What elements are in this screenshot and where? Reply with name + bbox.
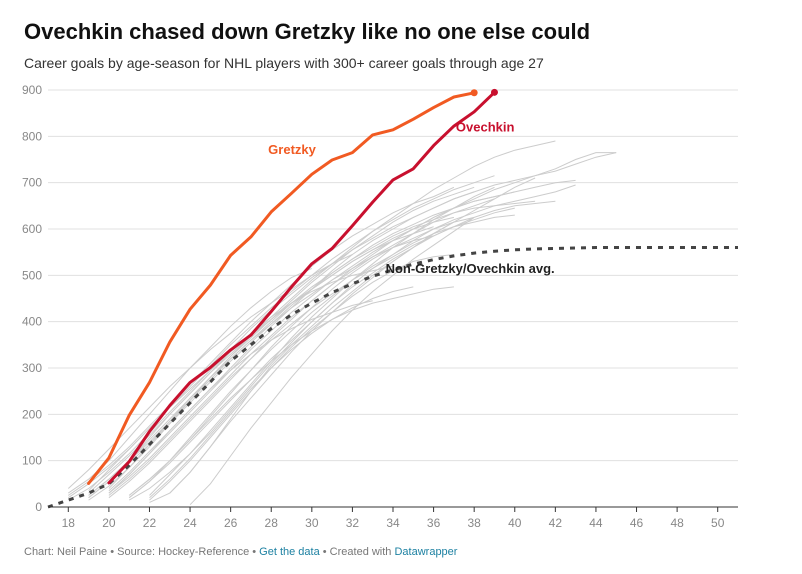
footer-credit: Chart: Neil Paine (24, 546, 108, 558)
x-tick-label: 34 (386, 516, 400, 530)
player-line (68, 152, 617, 501)
y-tick-label: 500 (22, 268, 42, 282)
other-players-lines (67, 140, 617, 506)
x-tick-label: 48 (670, 516, 684, 530)
ovechkin-end-point (490, 88, 498, 96)
y-tick-label: 900 (22, 83, 42, 97)
player-line (108, 200, 556, 496)
player-line (128, 184, 576, 501)
x-tick-label: 36 (427, 516, 441, 530)
footer-separator: • (249, 546, 260, 558)
axes: 0 100 200 300 400 500 600 700 800 900 18 20 22 24 26 28… (22, 83, 738, 530)
y-tick-label: 400 (22, 315, 42, 329)
x-tick-label: 38 (467, 516, 481, 530)
chart-subtitle: Career goals by age-season for NHL playe… (24, 55, 544, 71)
player-line (128, 216, 475, 496)
y-tick-label: 600 (22, 222, 42, 236)
player-line (108, 300, 373, 492)
player-line (68, 186, 455, 496)
ovechkin-line (107, 90, 496, 485)
y-tick-label: 200 (22, 407, 42, 421)
player-line (149, 177, 536, 503)
y-tick-label: 100 (22, 454, 42, 468)
highlight-lines (87, 88, 498, 485)
chart-footer: Chart: Neil Paine • Source: Hockey-Refer… (24, 546, 457, 558)
gretzky-label: Gretzky (268, 142, 316, 157)
x-tick-label: 26 (224, 516, 238, 530)
player-line (128, 207, 515, 499)
player-line (149, 186, 495, 496)
x-tick-label: 42 (549, 516, 563, 530)
player-line (108, 191, 515, 494)
y-tick-label: 0 (35, 500, 42, 514)
ovechkin-label: Ovechkin (456, 120, 515, 135)
player-line (149, 286, 414, 499)
datawrapper-link[interactable]: Datawrapper (394, 546, 458, 558)
x-tick-label: 18 (62, 516, 76, 530)
player-line (88, 186, 475, 496)
footer-separator: • (107, 546, 118, 558)
x-tick-label: 20 (102, 516, 116, 530)
footer-separator: • (319, 546, 330, 558)
player-line (128, 214, 515, 499)
x-tick-label: 46 (630, 516, 644, 530)
player-line (108, 198, 495, 494)
player-line (108, 152, 617, 499)
gretzky-end-point (470, 89, 478, 97)
x-tick-label: 50 (711, 516, 725, 530)
player-line (88, 200, 536, 496)
x-tick-label: 24 (183, 516, 197, 530)
player-line (128, 286, 454, 496)
get-the-data-link[interactable]: Get the data (259, 546, 320, 558)
x-tick-label: 32 (346, 516, 360, 530)
y-tick-label: 700 (22, 176, 42, 190)
chart-title: Ovechkin chased down Gretzky like no one… (24, 19, 591, 44)
average-label: Non-Gretzky/Ovechkin avg. (386, 261, 555, 276)
footer-created-prefix: Created with (329, 546, 395, 558)
x-tick-label: 28 (265, 516, 279, 530)
gretzky-line (87, 91, 476, 485)
y-tick-label: 300 (22, 361, 42, 375)
x-tick-label: 30 (305, 516, 319, 530)
x-tick-label: 44 (589, 516, 603, 530)
player-line (169, 221, 455, 494)
series-labels: Gretzky Ovechkin Non-Gretzky/Ovechkin avg. (268, 120, 554, 276)
x-tick-label: 40 (508, 516, 522, 530)
y-tick-label: 800 (22, 129, 42, 143)
player-line (189, 216, 475, 506)
footer-source: Source: Hockey-Reference (117, 546, 250, 558)
x-tick-label: 22 (143, 516, 157, 530)
player-line (149, 254, 454, 501)
